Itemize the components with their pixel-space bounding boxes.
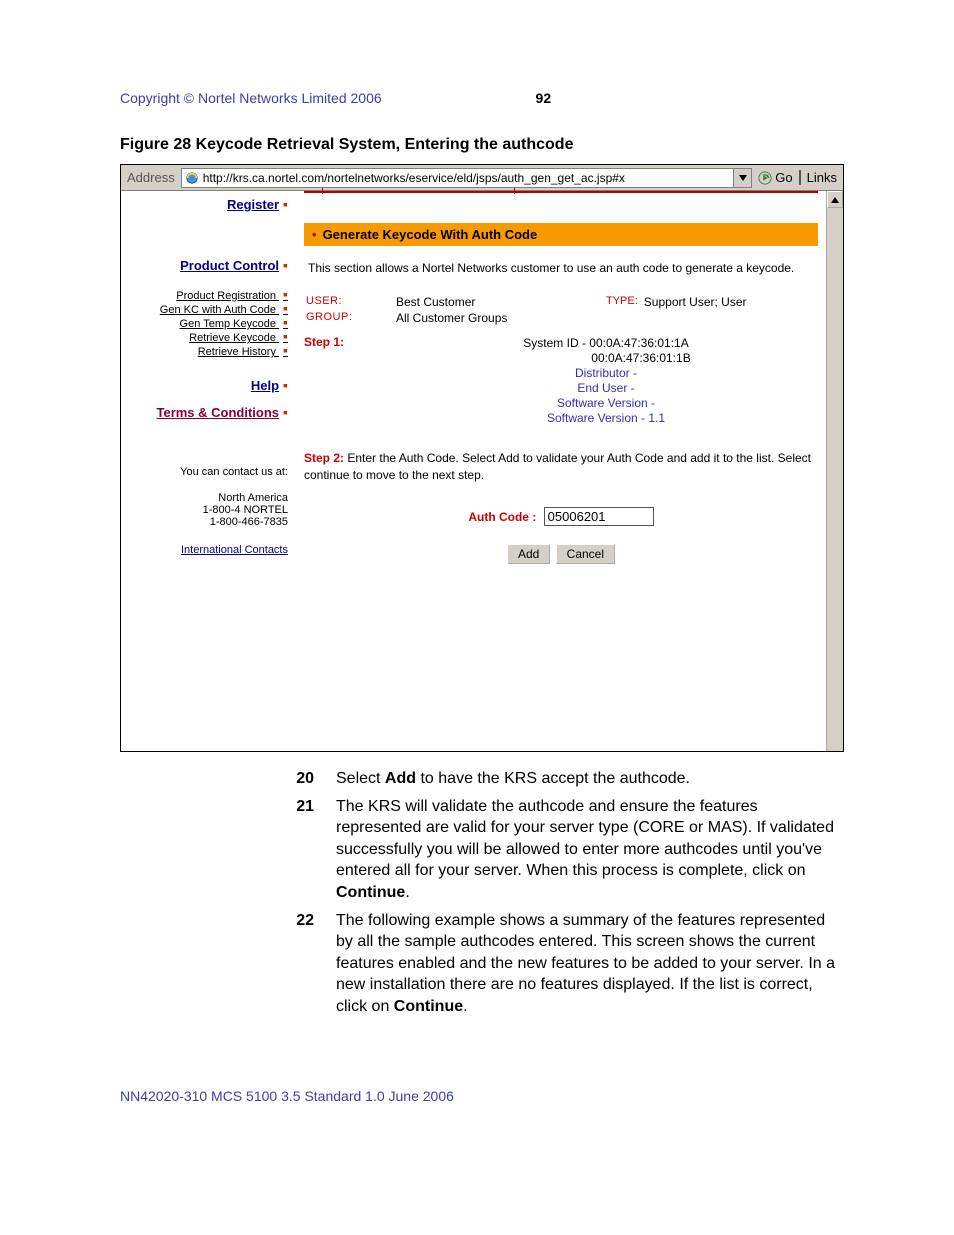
step-21: 21 The KRS will validate the authcode an…: [280, 796, 844, 904]
orange-heading-bar: • Generate Keycode With Auth Code: [304, 223, 818, 246]
app-body: Register ▪ Product Control ▪ Product Regis…: [121, 191, 843, 751]
type-value: Support User; User: [644, 295, 747, 309]
step-number: 22: [280, 910, 336, 1018]
step2-label: Step 2:: [304, 451, 344, 465]
address-dropdown-button[interactable]: [734, 168, 752, 188]
page-number: 92: [536, 90, 552, 106]
address-input[interactable]: http://krs.ca.nortel.com/nortelnetworks/…: [181, 168, 735, 188]
sidebar-link-gen-kc[interactable]: Gen KC with Auth Code ▪: [127, 303, 288, 316]
bullet-icon: ▪: [283, 257, 288, 273]
sidebar-link-label: Gen KC with Auth Code: [160, 304, 276, 316]
step-number: 20: [280, 768, 336, 790]
authcode-input[interactable]: [544, 507, 654, 526]
bullet-icon: •: [312, 227, 317, 242]
figure-caption: Figure 28 Keycode Retrieval System, Ente…: [120, 136, 844, 154]
main-panel: • Generate Keycode With Auth Code This se…: [296, 191, 826, 751]
sidebar-link-product-registration[interactable]: Product Registration ▪: [127, 289, 288, 302]
sidebar-help[interactable]: Help: [251, 378, 279, 393]
sidebar-link-gen-temp[interactable]: Gen Temp Keycode ▪: [127, 317, 288, 330]
sidebar-register[interactable]: Register: [227, 197, 279, 212]
bold: Add: [385, 770, 416, 787]
step-22: 22 The following example shows a summary…: [280, 910, 844, 1018]
system-id-a: System ID - 00:0A:47:36:01:1A: [394, 336, 818, 350]
step1-details: System ID - 00:0A:47:36:01:1A 00:0A:47:3…: [394, 335, 818, 426]
sw-version-11-line: Software Version - 1.1: [394, 411, 818, 425]
sidebar: Register ▪ Product Control ▪ Product Regis…: [121, 191, 296, 751]
add-button[interactable]: Add: [507, 544, 550, 564]
links-button[interactable]: Links: [799, 170, 843, 185]
bullet-icon: ▪: [283, 377, 288, 393]
step1-label: Step 1:: [304, 335, 394, 426]
t: .: [463, 998, 467, 1015]
address-url: http://krs.ca.nortel.com/nortelnetworks/…: [203, 171, 625, 185]
steps-list: 20 Select Add to have the KRS accept the…: [280, 768, 844, 1018]
step2-text: Enter the Auth Code. Select Add to valid…: [304, 451, 811, 482]
step-body: The following example shows a summary of…: [336, 910, 844, 1018]
group-row: GROUP: All Customer Groups: [306, 311, 816, 325]
enduser-line: End User -: [394, 381, 818, 395]
step1-block: Step 1: System ID - 00:0A:47:36:01:1A 00…: [304, 335, 818, 426]
orange-heading-text: Generate Keycode With Auth Code: [323, 227, 538, 242]
step-body: Select Add to have the KRS accept the au…: [336, 768, 844, 790]
contact-phone2: 1-800-466-7835: [127, 516, 288, 528]
system-id-b: 00:0A:47:36:01:1B: [394, 351, 818, 365]
screenshot-frame: Address http://krs.ca.nortel.com/norteln…: [120, 164, 844, 752]
go-label: Go: [775, 170, 792, 185]
address-bar: Address http://krs.ca.nortel.com/norteln…: [121, 165, 843, 191]
t: The KRS will validate the authcode and e…: [336, 798, 834, 880]
user-value: Best Customer: [396, 295, 566, 309]
bold: Continue: [336, 884, 405, 901]
sidebar-terms[interactable]: Terms & Conditions: [156, 405, 279, 420]
authcode-label: Auth Code :: [468, 510, 536, 524]
cancel-button[interactable]: Cancel: [556, 544, 615, 564]
ie-icon: [185, 171, 199, 185]
step-20: 20 Select Add to have the KRS accept the…: [280, 768, 844, 790]
contact-heading: You can contact us at:: [127, 466, 288, 478]
sidebar-link-label: Retrieve Keycode: [189, 332, 276, 344]
bullet-icon: ▪: [283, 196, 288, 212]
sidebar-link-retrieve-keycode[interactable]: Retrieve Keycode ▪: [127, 331, 288, 344]
contact-region: North America: [127, 492, 288, 504]
sidebar-link-label: Retrieve History: [198, 346, 276, 358]
intro-text: This section allows a Nortel Networks cu…: [308, 260, 814, 277]
group-label: GROUP:: [306, 311, 396, 325]
button-row: Add Cancel: [304, 544, 818, 564]
t: .: [405, 884, 409, 901]
t: Select: [336, 770, 385, 787]
copyright-text: Copyright © Nortel Networks Limited 2006: [120, 90, 382, 106]
sw-version-line: Software Version -: [394, 396, 818, 410]
step2-block: Step 2: Enter the Auth Code. Select Add …: [304, 450, 818, 484]
authcode-row: Auth Code :: [304, 507, 818, 526]
go-button[interactable]: Go: [752, 170, 798, 185]
bullet-icon: ▪: [283, 404, 288, 420]
step-body: The KRS will validate the authcode and e…: [336, 796, 844, 904]
scroll-up-button[interactable]: [827, 191, 843, 208]
user-label: USER:: [306, 295, 396, 309]
sidebar-product-control[interactable]: Product Control: [180, 258, 279, 273]
sidebar-link-label: Product Registration: [176, 290, 276, 302]
scrollbar[interactable]: [826, 191, 843, 751]
bold: Continue: [394, 998, 463, 1015]
type-label: TYPE:: [606, 295, 638, 309]
footer-line: NN42020-310 MCS 5100 3.5 Standard 1.0 Ju…: [120, 1088, 844, 1104]
sidebar-link-retrieve-history[interactable]: Retrieve History ▪: [127, 345, 288, 358]
step-number: 21: [280, 796, 336, 904]
international-contacts-link[interactable]: International Contacts: [127, 544, 288, 556]
redline: [304, 191, 818, 193]
address-label: Address: [121, 170, 181, 185]
copyright-line: Copyright © Nortel Networks Limited 2006…: [120, 90, 844, 106]
sidebar-link-label: Gen Temp Keycode: [180, 318, 276, 330]
contact-phone1: 1-800-4 NORTEL: [127, 504, 288, 516]
user-row: USER: Best Customer TYPE: Support User; …: [306, 295, 816, 309]
bullet-icon: ▪: [283, 342, 288, 358]
distributor-line: Distributor -: [394, 366, 818, 380]
t: to have the KRS accept the authcode.: [416, 770, 690, 787]
group-value: All Customer Groups: [396, 311, 507, 325]
contact-block: You can contact us at: North America 1-8…: [127, 466, 288, 556]
